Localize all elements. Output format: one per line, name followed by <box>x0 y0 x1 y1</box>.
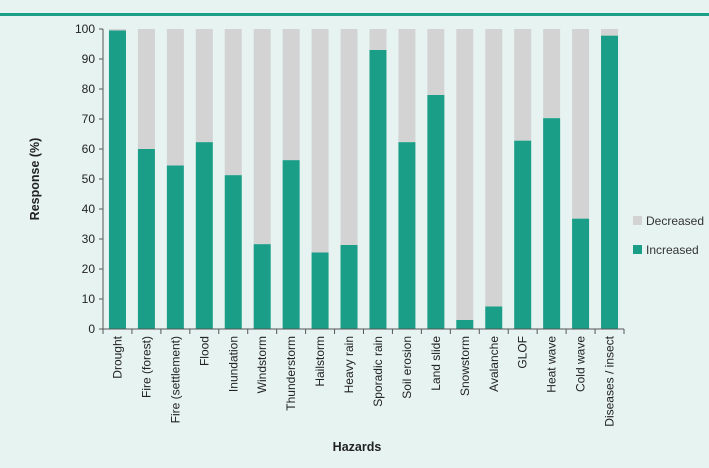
bar-increased-6 <box>282 160 300 329</box>
y-tick-label-9: 90 <box>82 52 96 66</box>
bar-increased-10 <box>398 142 416 329</box>
x-tick-label-11: Land slide <box>429 336 443 391</box>
x-tick-label-12: Snowstorm <box>458 336 472 396</box>
bar-decreased-14 <box>514 29 532 141</box>
bar-increased-12 <box>456 320 474 329</box>
y-tick-label-7: 70 <box>82 112 96 126</box>
bar-increased-3 <box>195 142 213 329</box>
bar-increased-4 <box>224 175 242 329</box>
x-tick-label-0: Drought <box>110 335 124 378</box>
y-tick-label-3: 30 <box>82 232 96 246</box>
x-tick-label-3: Flood <box>197 336 211 366</box>
bar-decreased-0 <box>108 29 126 31</box>
bar-decreased-10 <box>398 29 416 143</box>
bar-decreased-9 <box>369 29 387 50</box>
y-tick-label-4: 40 <box>82 202 96 216</box>
legend: Decreased Increased <box>633 214 704 257</box>
x-tick-label-7: Hailstorm <box>313 336 327 387</box>
y-tick-label-6: 60 <box>82 142 96 156</box>
bar-decreased-3 <box>195 29 213 143</box>
bar-decreased-15 <box>543 29 561 119</box>
x-tick-labels: Drought Fire (forest) Fire (settlement) Flo… <box>102 329 625 427</box>
x-tick-label-8: Heavy rain <box>342 336 356 393</box>
x-tick-label-17: Diseases / insect <box>603 335 617 426</box>
bar-decreased-6 <box>282 29 300 161</box>
bar-increased-17 <box>601 35 619 329</box>
bar-increased-2 <box>166 165 184 329</box>
bar-decreased-4 <box>224 29 242 176</box>
x-tick-label-5: Windstorm <box>255 336 269 393</box>
x-tick-label-16: Cold wave <box>574 336 588 392</box>
bar-increased-1 <box>137 149 155 329</box>
bar-increased-7 <box>311 252 329 329</box>
x-tick-label-4: Inundation <box>226 336 240 392</box>
bars-layer <box>108 29 619 329</box>
x-tick-label-9: Sporadic rain <box>371 336 385 407</box>
bar-decreased-5 <box>253 29 271 245</box>
bar-decreased-8 <box>340 29 358 245</box>
bar-decreased-7 <box>311 29 329 253</box>
x-tick-label-1: Fire (forest) <box>139 336 153 398</box>
legend-label-decreased: Decreased <box>646 214 704 228</box>
bar-decreased-1 <box>137 29 155 149</box>
x-tick-label-6: Thunderstorm <box>284 336 298 411</box>
bar-increased-5 <box>253 244 271 329</box>
bar-decreased-16 <box>572 29 590 219</box>
bar-increased-16 <box>572 218 590 329</box>
x-tick-label-15: Heat wave <box>545 336 559 393</box>
y-tick-label-5: 50 <box>82 172 96 186</box>
x-tick-label-10: Soil erosion <box>400 336 414 399</box>
bar-increased-0 <box>108 30 126 329</box>
legend-swatch-increased <box>633 245 642 254</box>
y-axis-title: Response (%) <box>28 138 42 221</box>
legend-label-increased: Increased <box>646 243 699 257</box>
bar-decreased-12 <box>456 29 474 320</box>
x-tick-label-13: Avalanche <box>487 336 501 392</box>
bar-decreased-2 <box>166 29 184 166</box>
bar-increased-11 <box>427 95 445 329</box>
bar-increased-14 <box>514 140 532 329</box>
bar-decreased-13 <box>485 29 503 307</box>
y-tick-label-10: 100 <box>75 22 95 36</box>
top-rule <box>0 13 709 16</box>
y-tick-label-1: 10 <box>82 292 96 306</box>
x-tick-label-14: GLOF <box>516 336 530 369</box>
legend-swatch-decreased <box>633 216 642 225</box>
bar-decreased-17 <box>601 29 619 36</box>
x-tick-label-2: Fire (settlement) <box>168 336 182 423</box>
bar-increased-9 <box>369 50 387 329</box>
bar-increased-15 <box>543 118 561 329</box>
y-tick-labels: 0 10 20 30 40 50 60 70 80 90 100 <box>75 22 103 336</box>
bar-increased-8 <box>340 245 358 329</box>
y-tick-label-2: 20 <box>82 262 96 276</box>
bar-decreased-11 <box>427 29 445 95</box>
x-axis-title: Hazards <box>333 440 382 454</box>
bar-increased-13 <box>485 306 503 329</box>
y-tick-label-8: 80 <box>82 82 96 96</box>
y-tick-label-0: 0 <box>88 322 95 336</box>
